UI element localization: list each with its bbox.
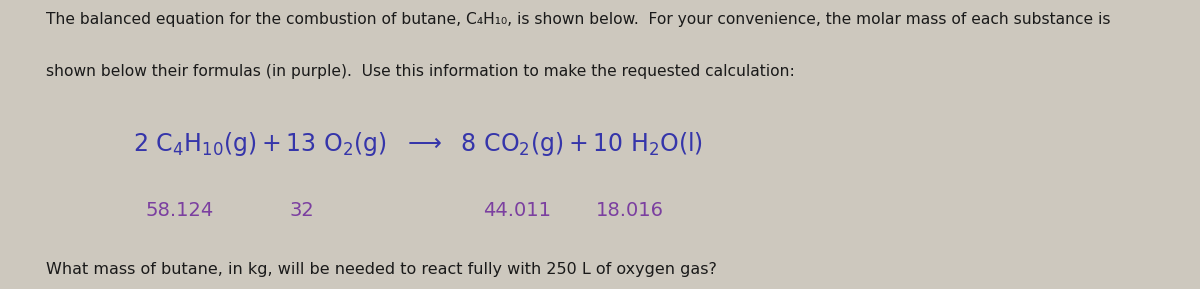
Text: $2\ \mathrm{C_4H_{10}(g) + 13\ O_2(g)\ \ {\longrightarrow}\ \ 8\ CO_2(g) + 10\ H: $2\ \mathrm{C_4H_{10}(g) + 13\ O_2(g)\ \… xyxy=(133,131,703,158)
Text: 44.011: 44.011 xyxy=(482,201,551,221)
Text: shown below their formulas (in purple).  Use this information to make the reques: shown below their formulas (in purple). … xyxy=(46,64,794,79)
Text: 32: 32 xyxy=(289,201,314,221)
Text: 58.124: 58.124 xyxy=(145,201,214,221)
Text: What mass of butane, in kg, will be needed to react fully with 250 L of oxygen g: What mass of butane, in kg, will be need… xyxy=(46,262,716,277)
Text: 18.016: 18.016 xyxy=(595,201,664,221)
Text: The balanced equation for the combustion of butane, C₄H₁₀, is shown below.  For : The balanced equation for the combustion… xyxy=(46,12,1110,27)
